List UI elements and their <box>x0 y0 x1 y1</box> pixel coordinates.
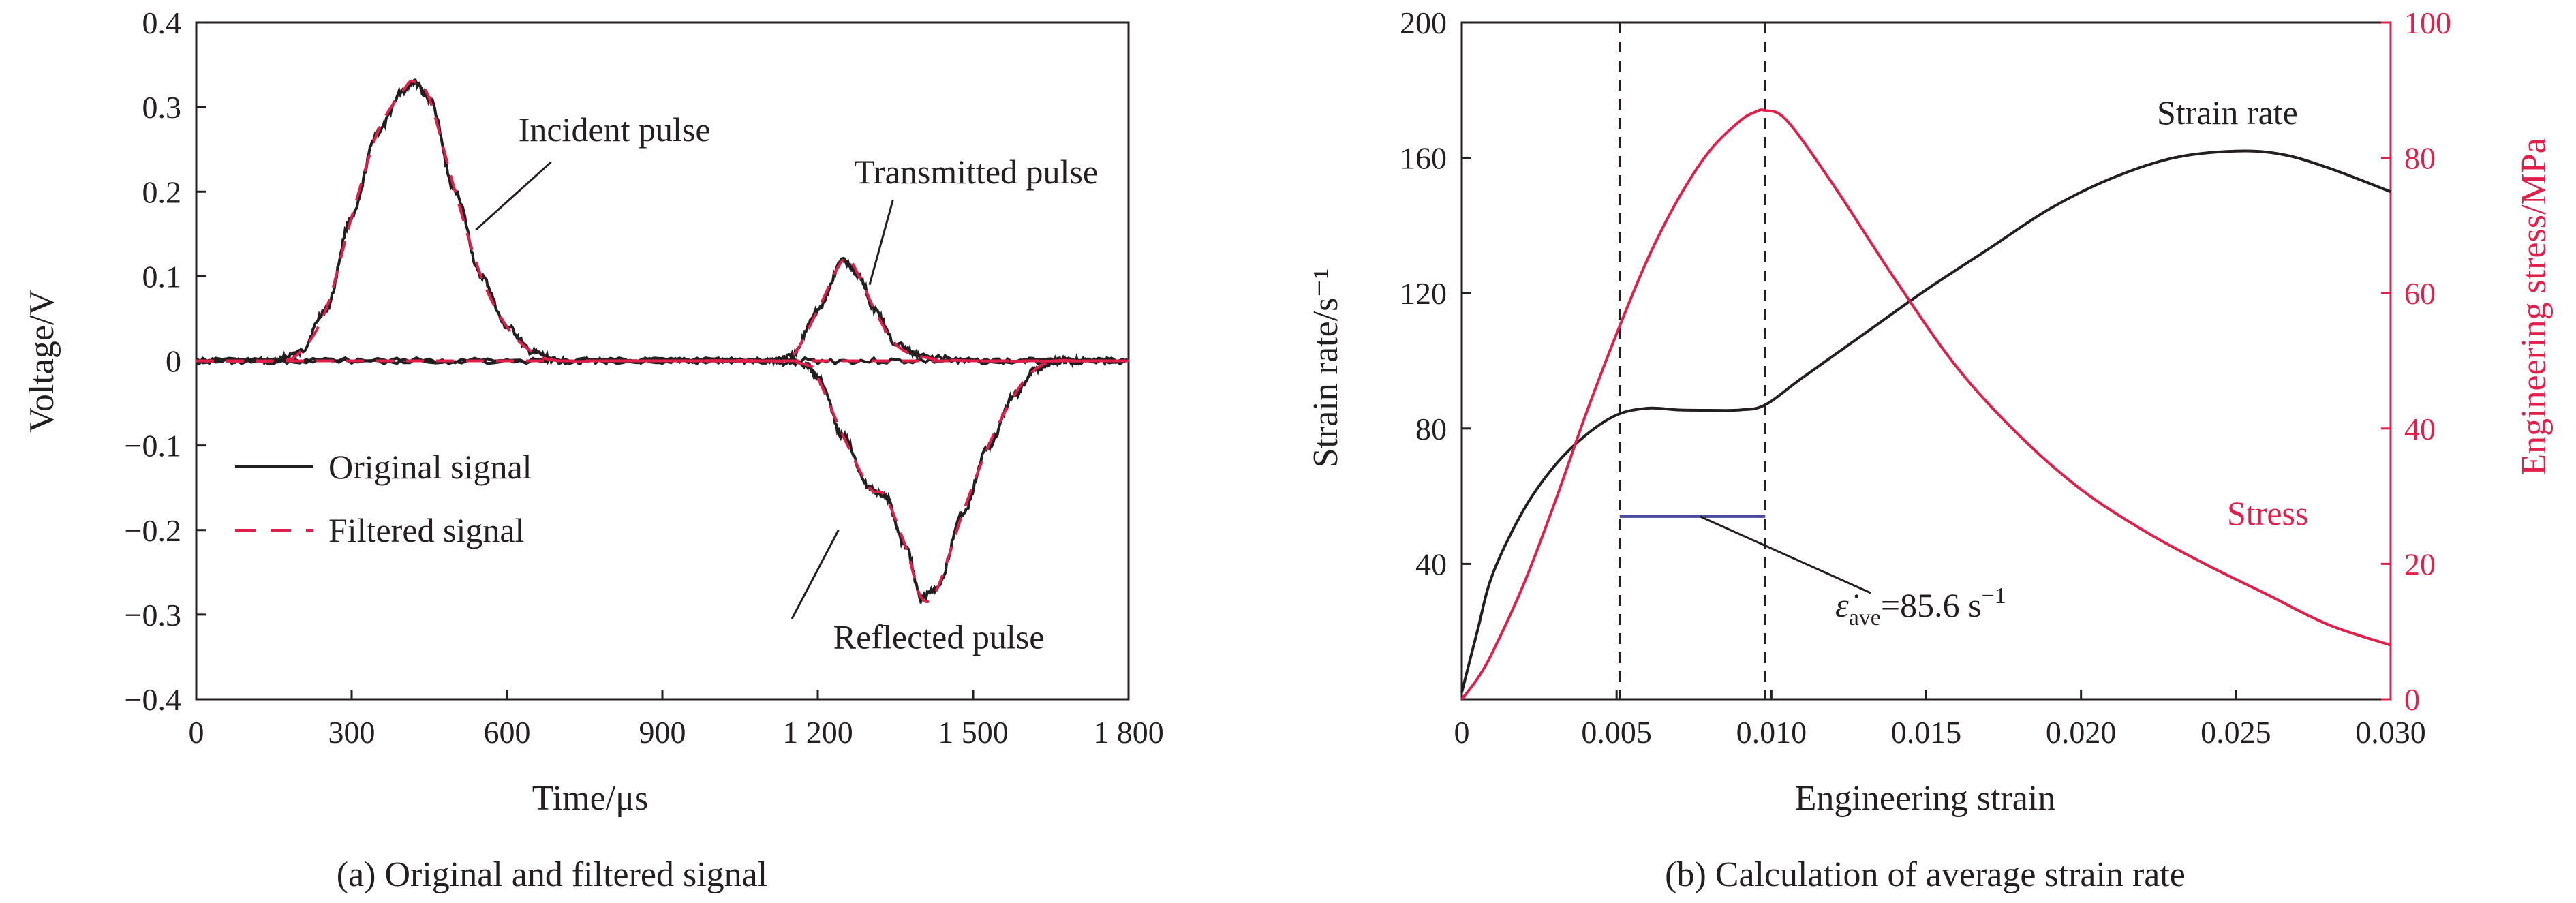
annotation-leader <box>868 200 894 286</box>
y-tick-label-a: 0 <box>166 344 181 379</box>
original-signal-line <box>195 256 1129 367</box>
right-y-tick-label-b: 40 <box>2404 412 2436 446</box>
filtered-signal-line <box>196 358 1129 604</box>
annotation-leader <box>475 161 552 231</box>
panel-b: 0 0.005 0.010 0.015 0.020 0.025 0.030 40 80 120 16… <box>1306 5 2554 894</box>
y-tick-label-a: 0.1 <box>142 259 182 294</box>
average-value: =85.6 s <box>1881 586 1982 624</box>
svg-text:ε̇ave=85.6 s−1: ε̇ave=85.6 s−1 <box>1835 583 2006 630</box>
caption-a: (a) Original and filtered signal <box>337 855 767 894</box>
legend-label-original: Original signal <box>328 448 532 486</box>
y-tick-label-a: −0.2 <box>125 513 181 548</box>
x-tick-label-b: 0.010 <box>1736 715 1807 750</box>
x-tick-label-a: 600 <box>484 715 531 750</box>
panel-a-annotations: Incident pulse Transmitted pulse Reflected… <box>475 110 1098 656</box>
x-tick-label-b: 0.015 <box>1891 715 1962 750</box>
y-tick-label-b: 200 <box>1400 5 1447 40</box>
x-tick-label-b: 0.025 <box>2201 715 2271 750</box>
y-axis-title-b: Strain rate/s⁻¹ <box>1306 269 1345 468</box>
stress-line <box>1460 108 2391 701</box>
y-tick-label-a: 0.2 <box>142 174 182 209</box>
x-axis-title-b: Engineering strain <box>1795 779 2056 818</box>
legend-label-filtered: Filtered signal <box>328 511 524 549</box>
x-tick-label-b: 0 <box>1454 715 1470 750</box>
stress-label: Stress <box>2227 494 2308 532</box>
x-tick-label-a: 1 800 <box>1093 715 1164 750</box>
x-tick-label-a: 900 <box>639 715 686 750</box>
y-tick-label-b: 40 <box>1415 547 1447 581</box>
y-axis-title-a: Voltage/V <box>22 290 61 433</box>
average-strain-rate-label: ε̇ave=85.6 s−1 <box>1835 583 2006 630</box>
legend: Original signal Filtered signal <box>235 448 532 549</box>
x-tick-label-b: 0.020 <box>2046 715 2117 750</box>
x-tick-label-b: 0.005 <box>1581 715 1652 750</box>
strain-rate-label: Strain rate <box>2157 93 2298 132</box>
y-tick-label-a: −0.3 <box>125 598 181 632</box>
y-tick-label-b: 160 <box>1400 141 1447 176</box>
panel-a-series <box>195 78 1129 606</box>
x-tick-label-a: 300 <box>328 715 375 750</box>
caption-b: (b) Calculation of average strain rate <box>1665 855 2186 894</box>
average-exponent: −1 <box>1982 583 2006 609</box>
panel-a-ticks: 0 300 600 900 1 200 1 500 1 800 −0.4 −0.3 −0.2 −0.… <box>125 5 1164 750</box>
right-y-tick-label-b: 20 <box>2404 547 2436 581</box>
filtered-signal-line <box>196 80 1129 363</box>
right-y-tick-label-b: 60 <box>2404 276 2436 311</box>
annotation-label: Transmitted pulse <box>854 153 1098 191</box>
right-y-tick-label-b: 100 <box>2404 5 2451 40</box>
y-tick-label-a: −0.4 <box>125 682 181 717</box>
x-tick-label-b: 0.030 <box>2355 715 2426 750</box>
x-axis-title-a: Time/μs <box>532 779 648 818</box>
annotation-leader <box>791 530 840 619</box>
y-tick-label-b: 120 <box>1400 276 1447 311</box>
average-label-leader <box>1700 515 1871 594</box>
y-tick-label-a: −0.1 <box>125 429 181 463</box>
y-tick-label-a: 0.4 <box>142 5 182 40</box>
panel-a: 0 300 600 900 1 200 1 500 1 800 −0.4 −0.3 −0.2 −0.… <box>22 5 1164 894</box>
right-y-tick-label-b: 80 <box>2404 141 2436 176</box>
right-y-tick-label-b: 0 <box>2404 682 2420 717</box>
panel-b-series <box>1460 22 2391 701</box>
y-axis-title-right-b: Engineering stress/MPa <box>2515 138 2554 475</box>
strain-rate-line <box>1460 149 2391 693</box>
y-tick-label-b: 80 <box>1415 412 1447 446</box>
y-tick-label-a: 0.3 <box>142 90 182 125</box>
x-tick-label-a: 0 <box>189 715 204 750</box>
x-tick-label-a: 1 200 <box>782 715 853 750</box>
panel-b-ticks: 0 0.005 0.010 0.015 0.020 0.025 0.030 40 80 120 16… <box>1400 5 2451 750</box>
annotation-label: Reflected pulse <box>833 618 1045 656</box>
average-subscript: ave <box>1849 605 1881 630</box>
x-tick-label-a: 1 500 <box>938 715 1009 750</box>
annotation-label: Incident pulse <box>519 110 711 149</box>
